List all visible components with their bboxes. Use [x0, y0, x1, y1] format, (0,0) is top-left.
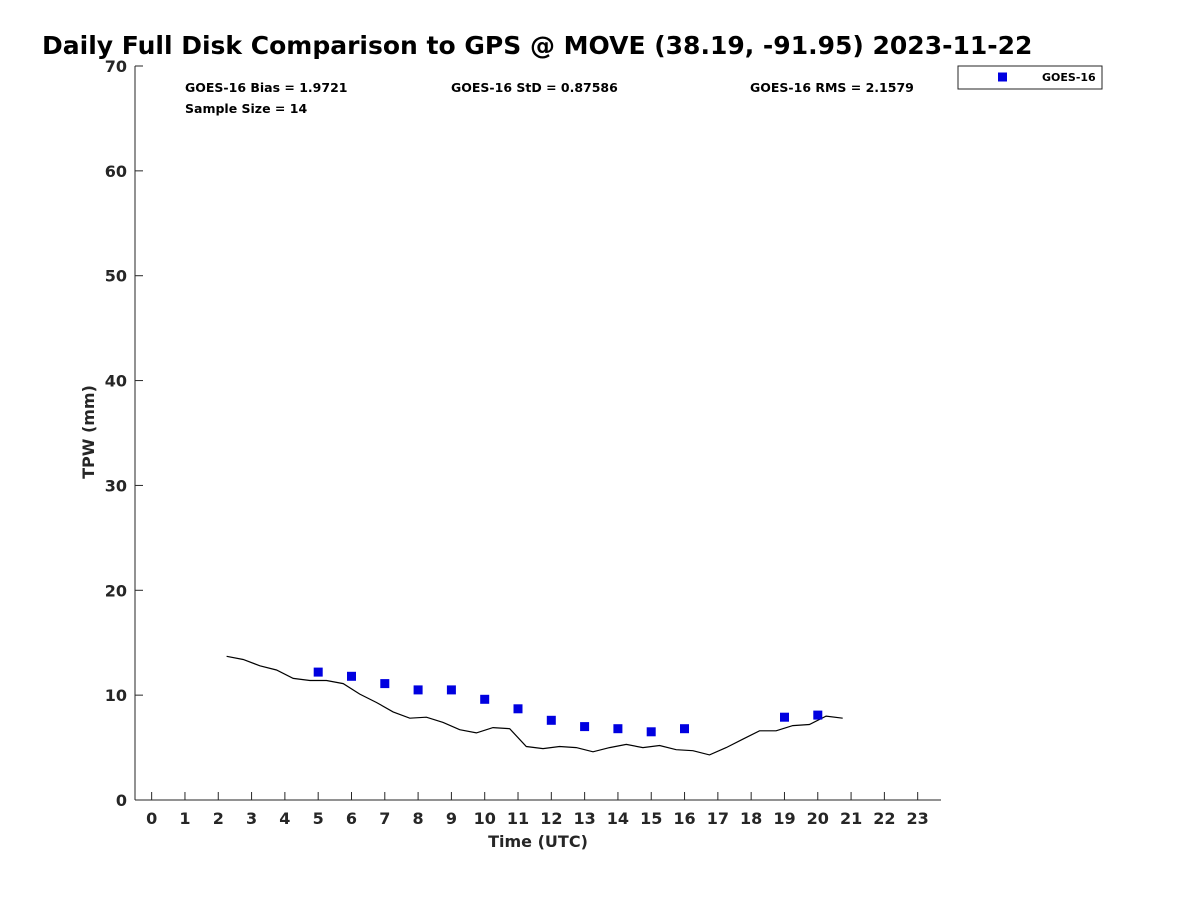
y-tick-label: 0: [116, 791, 127, 810]
legend-box: [957, 65, 1103, 90]
x-tick-label: 0: [146, 809, 157, 828]
stat-sample-size: Sample Size = 14: [185, 101, 307, 116]
x-tick-label: 19: [773, 809, 795, 828]
y-tick-label: 70: [105, 57, 127, 76]
goes16-point: [546, 715, 556, 725]
y-ticks: 0 10 20 30 40 50 60 70: [105, 57, 143, 810]
stat-rms: GOES-16 RMS = 2.1579: [750, 80, 914, 95]
x-tick-label: 11: [507, 809, 529, 828]
gps-series-line: [226, 655, 843, 756]
axes: [134, 66, 941, 801]
y-axis-label: TPW (mm): [79, 385, 98, 479]
x-tick-label: 3: [246, 809, 257, 828]
y-tick-label: 10: [105, 686, 127, 705]
goes16-point: [813, 710, 823, 720]
goes16-point: [680, 724, 689, 734]
goes16-point: [313, 667, 323, 677]
goes16-point: [613, 724, 623, 734]
x-tick-label: 2: [213, 809, 224, 828]
legend: GOES-16: [957, 65, 1103, 90]
goes16-point: [380, 679, 390, 689]
goes16-point: [580, 722, 590, 732]
stat-std: GOES-16 StD = 0.87586: [451, 80, 618, 95]
chart-title: Daily Full Disk Comparison to GPS @ MOVE…: [42, 31, 1032, 60]
y-tick-label: 30: [105, 476, 127, 495]
x-tick-label: 22: [873, 809, 895, 828]
y-tick-label: 60: [105, 162, 127, 181]
x-tick-label: 20: [807, 809, 829, 828]
goes16-point: [347, 671, 356, 681]
x-tick-label: 18: [740, 809, 762, 828]
x-tick-label: 21: [840, 809, 862, 828]
x-tick-label: 6: [346, 809, 357, 828]
x-tick-label: 23: [907, 809, 929, 828]
goes16-point: [513, 704, 523, 714]
y-tick-label: 20: [105, 581, 127, 600]
x-tick-label: 5: [313, 809, 324, 828]
gps-line: [226, 655, 843, 756]
y-tick-label: 50: [105, 267, 127, 286]
x-tick-label: 12: [540, 809, 562, 828]
x-tick-label: 4: [279, 809, 290, 828]
x-tick-label: 15: [640, 809, 662, 828]
x-ticks: 0 1 2 3 4 5 6 7 8 9 10 11 12 13 14 15 16 17 18 19 20 21 22 23: [146, 792, 929, 828]
goes16-point: [480, 694, 490, 704]
x-axis-label: Time (UTC): [488, 832, 588, 851]
legend-marker-goes16: [998, 72, 1007, 82]
x-tick-label: 9: [446, 809, 457, 828]
goes16-point: [413, 685, 423, 695]
x-tick-label: 7: [379, 809, 390, 828]
x-tick-label: 8: [413, 809, 424, 828]
goes16-point: [780, 712, 789, 722]
x-tick-label: 16: [673, 809, 695, 828]
goes16-point: [446, 685, 456, 695]
x-tick-label: 10: [474, 809, 496, 828]
stat-bias: GOES-16 Bias = 1.9721: [185, 80, 347, 95]
x-tick-label: 1: [179, 809, 190, 828]
goes16-point: [646, 727, 656, 737]
x-tick-label: 17: [707, 809, 729, 828]
x-tick-label: 13: [573, 809, 595, 828]
y-tick-label: 40: [105, 372, 127, 391]
x-tick-label: 14: [607, 809, 629, 828]
goes16-points: [313, 667, 823, 737]
legend-label-goes16: GOES-16: [1042, 71, 1096, 84]
